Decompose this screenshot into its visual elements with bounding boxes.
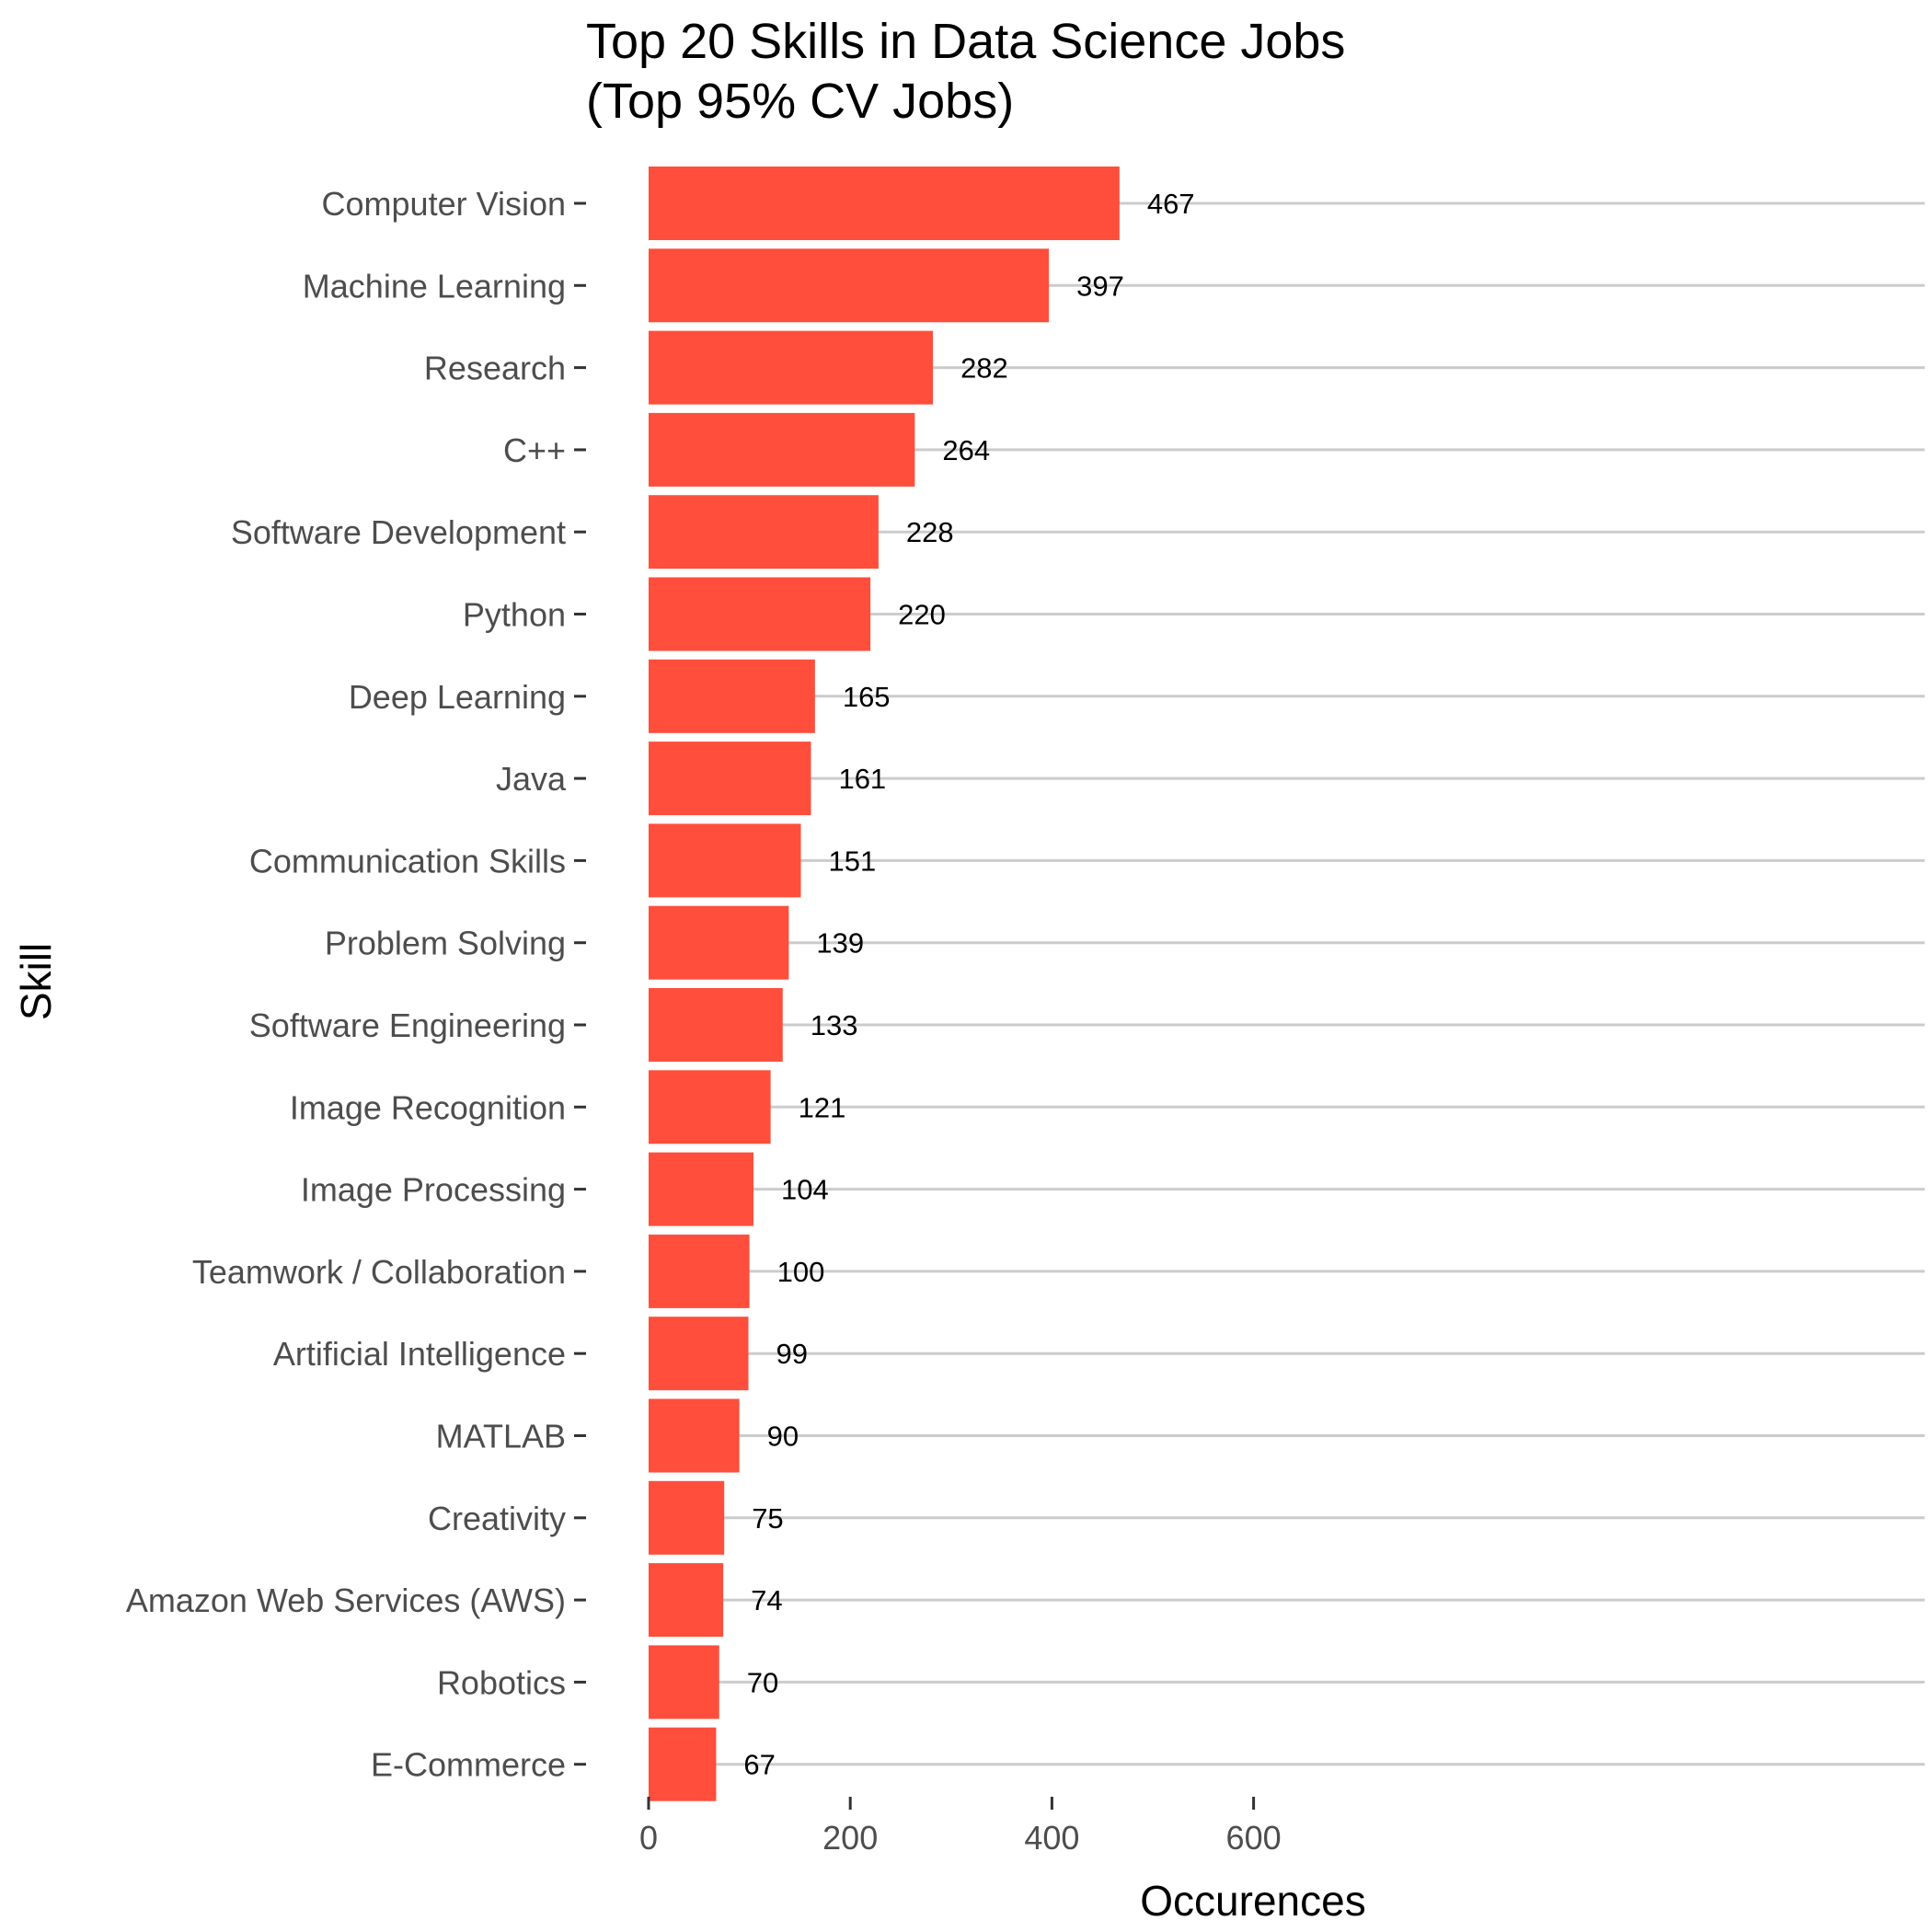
data-label: 139 [816, 927, 864, 960]
category-label: Image Processing [301, 1171, 566, 1209]
chart-title-line-2: (Top 95% CV Jobs) [586, 74, 1014, 129]
data-label: 151 [828, 845, 876, 877]
bar [649, 412, 915, 487]
y-axis-title: Skill [12, 943, 60, 1020]
data-label: 75 [752, 1502, 783, 1535]
bar [649, 1317, 749, 1391]
category-label: Teamwork / Collaboration [192, 1253, 566, 1291]
category-label: Problem Solving [325, 925, 566, 962]
x-tick-label: 200 [822, 1819, 878, 1857]
bar [649, 988, 783, 1062]
category-label: C++ [503, 431, 566, 469]
data-label: 282 [960, 352, 1008, 385]
category-label: Creativity [428, 1500, 566, 1537]
x-axis-title: Occurences [1140, 1877, 1365, 1925]
data-label: 100 [777, 1256, 825, 1288]
category-label: Deep Learning [349, 678, 566, 716]
data-label: 74 [751, 1584, 782, 1616]
category-label: Software Development [231, 513, 566, 551]
category-label: Artificial Intelligence [273, 1335, 566, 1373]
bar [649, 495, 879, 569]
x-axis-ticks: 0 200 400 600 [639, 1797, 1282, 1857]
bar [649, 1070, 771, 1144]
data-label: 397 [1076, 270, 1124, 302]
data-label: 121 [799, 1091, 846, 1123]
bar [649, 1727, 717, 1801]
category-labels: Computer Vision Machine Learning Research C… [126, 185, 586, 1784]
bar [649, 905, 789, 980]
category-label: E-Commerce [371, 1746, 566, 1784]
category-label: Amazon Web Services (AWS) [126, 1581, 566, 1619]
bar [649, 1152, 753, 1226]
bar [649, 1234, 750, 1308]
data-label: 70 [747, 1666, 778, 1698]
bar [649, 1563, 724, 1638]
bar [649, 1645, 719, 1719]
data-label: 228 [906, 516, 954, 548]
data-label: 90 [767, 1420, 799, 1453]
category-label: Research [424, 350, 566, 387]
chart-title-line-1: Top 20 Skills in Data Science Jobs [586, 14, 1345, 69]
bar [649, 659, 815, 733]
data-label: 220 [898, 599, 946, 631]
data-label: 104 [781, 1174, 829, 1206]
data-label: 67 [743, 1749, 775, 1781]
bar [649, 1398, 740, 1473]
x-tick-label: 0 [639, 1819, 658, 1857]
bar [649, 577, 871, 651]
category-label: Computer Vision [322, 185, 566, 223]
x-tick-label: 400 [1024, 1819, 1079, 1857]
bar [649, 330, 934, 405]
data-label: 99 [776, 1338, 808, 1370]
category-label: Java [496, 760, 567, 798]
bar [649, 823, 801, 898]
category-label: Communication Skills [249, 842, 566, 880]
category-label: Image Recognition [290, 1088, 566, 1126]
data-label: 133 [811, 1009, 858, 1041]
category-label: Software Engineering [249, 1006, 566, 1044]
bar [649, 742, 811, 816]
data-label: 165 [843, 681, 891, 713]
bar [649, 248, 1050, 323]
data-label: 264 [942, 434, 990, 466]
category-label: MATLAB [436, 1418, 566, 1455]
x-tick-label: 600 [1226, 1819, 1282, 1857]
category-label: Robotics [437, 1663, 566, 1701]
category-label: Python [463, 596, 566, 634]
bar [649, 1480, 725, 1555]
bars: 467 397 282 264 228 220 165 161 151 139 133 121 104 1… [649, 167, 1195, 1801]
bar [649, 167, 1120, 240]
data-label: 467 [1147, 188, 1195, 220]
data-label: 161 [838, 763, 886, 795]
category-label: Machine Learning [303, 267, 566, 305]
